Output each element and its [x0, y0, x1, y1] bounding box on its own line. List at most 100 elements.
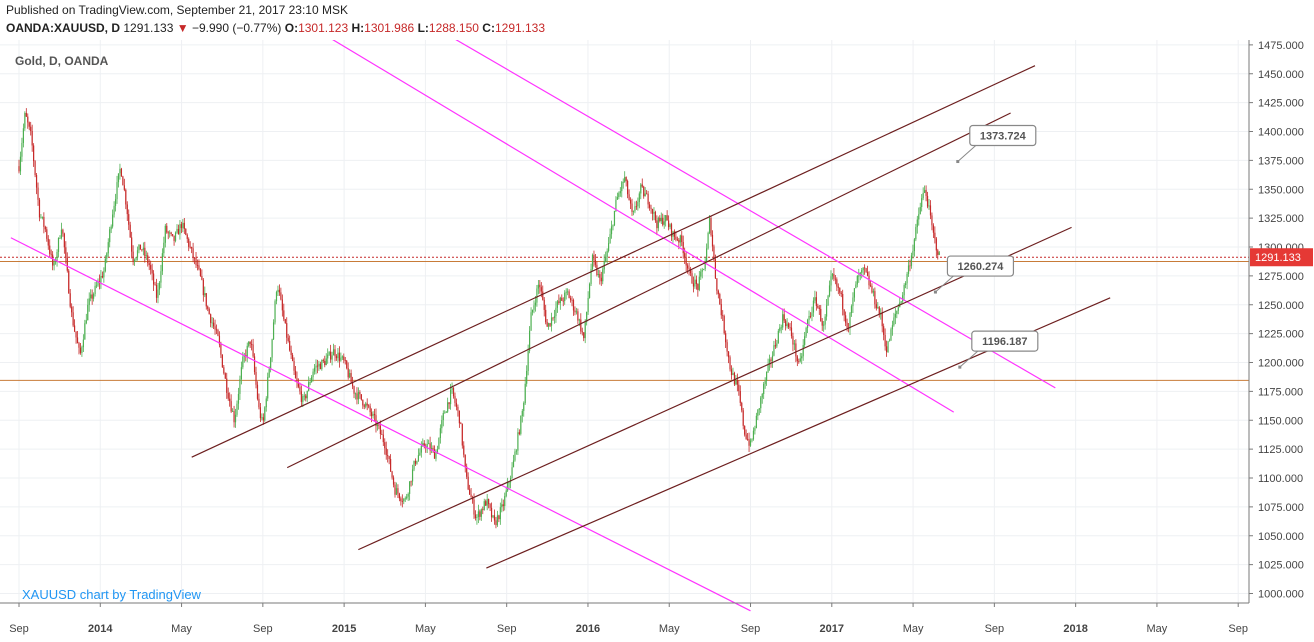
- candle-body: [836, 279, 838, 287]
- candle-body: [766, 371, 768, 382]
- candle-body: [170, 232, 172, 235]
- candle-body: [787, 323, 790, 328]
- candle-body: [379, 425, 381, 434]
- candle-body: [316, 365, 319, 367]
- candle-body: [255, 372, 257, 385]
- candle-body: [400, 498, 402, 502]
- candle-body: [360, 394, 362, 400]
- candle-body: [767, 364, 769, 372]
- candle-body: [397, 488, 399, 494]
- candle-body: [215, 329, 218, 331]
- candle-body: [612, 225, 614, 227]
- candle-body: [935, 238, 937, 251]
- y-tick-label: 1025.000: [1258, 560, 1304, 572]
- candle-body: [748, 439, 750, 446]
- candle-body: [220, 344, 222, 355]
- candle-body: [69, 293, 71, 307]
- candle-body: [875, 304, 877, 309]
- candle-body: [558, 301, 560, 304]
- candle-body: [173, 235, 175, 241]
- candle-body: [139, 244, 142, 250]
- y-tick-label: 1375.000: [1258, 155, 1304, 167]
- candle-body: [872, 291, 875, 293]
- candle-body: [545, 309, 547, 323]
- candle-body: [774, 345, 776, 347]
- candle-body: [78, 343, 80, 348]
- callout-box: [969, 124, 1037, 147]
- candle-body: [40, 216, 42, 218]
- candle-body: [262, 417, 264, 421]
- candle-body: [141, 249, 143, 251]
- candle-body: [351, 382, 354, 387]
- candle-body: [716, 278, 718, 291]
- candle-body: [575, 311, 578, 313]
- candle-body: [106, 253, 108, 259]
- candle-body: [685, 257, 687, 266]
- candle-body: [533, 305, 535, 310]
- candle-body: [840, 292, 842, 294]
- candle-body: [815, 297, 817, 306]
- candle-body: [479, 511, 481, 517]
- x-tick-label: 2016: [576, 623, 600, 635]
- trend-line: [191, 65, 1036, 458]
- candle-body: [391, 471, 393, 478]
- candle-body: [467, 476, 469, 490]
- candle-body: [485, 501, 487, 506]
- candle-body: [909, 265, 911, 267]
- candle-body: [638, 193, 640, 203]
- candle-body: [820, 308, 822, 322]
- candle-body: [180, 224, 182, 229]
- candle-body: [227, 392, 229, 399]
- candle-body: [38, 199, 41, 218]
- candle-body: [332, 349, 335, 356]
- candle-body: [793, 343, 796, 345]
- candle-body: [430, 447, 433, 451]
- callout-pointer: [959, 350, 979, 368]
- candle-body: [780, 327, 782, 329]
- candle-body: [507, 482, 509, 491]
- candle-body: [176, 228, 178, 233]
- candle-body: [160, 271, 162, 283]
- candle-body: [505, 490, 507, 497]
- candle-body: [644, 193, 646, 197]
- trend-lines[interactable]: [10, 40, 1111, 612]
- price-axis[interactable]: 1475.000 1450.000 1425.000 1400.000 1375.000…: [1249, 40, 1304, 601]
- time-axis[interactable]: Sep 2014 May Sep 2015 May Sep 2016 May Sep 2017 May…: [9, 603, 1248, 635]
- candle-body: [240, 367, 242, 380]
- candle-body: [789, 327, 791, 328]
- candle-body: [937, 250, 939, 255]
- candle-body: [931, 215, 933, 226]
- candle-body: [394, 484, 396, 495]
- candle-body: [49, 245, 51, 254]
- candle-body: [28, 122, 30, 127]
- candle-body: [283, 310, 285, 320]
- candle-body: [906, 273, 908, 284]
- candle-body: [174, 232, 177, 241]
- candle-body: [828, 285, 831, 296]
- candle-body: [474, 514, 477, 519]
- candle-body: [224, 373, 226, 379]
- y-tick-label: 1150.000: [1258, 415, 1303, 427]
- candle-body: [855, 284, 857, 289]
- candle-body: [700, 271, 702, 277]
- horizontal-levels: [0, 256, 1249, 381]
- candle-body: [135, 257, 137, 260]
- candle-body: [189, 246, 191, 248]
- candle-body: [802, 344, 804, 357]
- candle-body: [492, 515, 494, 518]
- candle-body: [107, 242, 109, 254]
- candle-body: [754, 428, 756, 431]
- candle-body: [172, 234, 174, 236]
- candle-body: [905, 283, 907, 286]
- candle-body: [878, 307, 880, 315]
- candle-body: [84, 323, 86, 340]
- candle-body: [129, 224, 131, 238]
- candle-body: [489, 504, 491, 508]
- candle-body: [495, 520, 497, 526]
- price-chart[interactable]: 1373.724 1260.274 1196.187 1475.000 1450.00…: [0, 40, 1314, 642]
- candle-body: [496, 515, 499, 526]
- candle-body: [191, 247, 193, 249]
- candle-body: [204, 293, 206, 296]
- candle-body: [199, 269, 202, 277]
- callout-label: 1373.724: [980, 131, 1027, 143]
